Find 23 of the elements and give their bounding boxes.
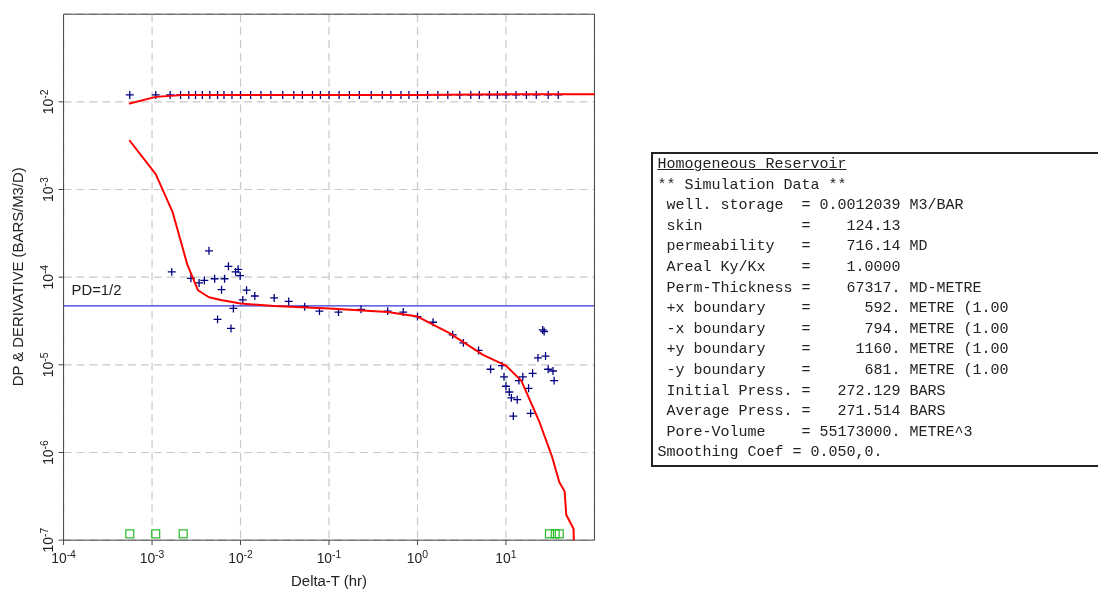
- x-tick-label: 10$^{-2}$: [228, 548, 254, 566]
- text: skin = 124.13: [665, 216, 902, 237]
- text: permeability = 716.14 MD: [665, 237, 929, 258]
- y-axis-title: DP & DERIVATIVE (BARS/M3/D): [10, 167, 27, 387]
- text: -y boundary = 681. METRE (1.00: [665, 360, 1010, 381]
- x-tick-label: 10$^{0}$: [406, 548, 429, 566]
- text: Average Press. = 271.514 BARS: [665, 402, 947, 423]
- text: Initial Press. = 272.129 BARS: [665, 381, 947, 402]
- text: Perm-Thickness = 67317. MD-METRE: [665, 278, 983, 299]
- x-tick-label: 10$^{-3}$: [139, 548, 165, 566]
- text: Pore-Volume = 55173000. METRE^3: [665, 422, 974, 443]
- text: +x boundary = 592. METRE (1.00: [665, 299, 1010, 320]
- x-tick-label: 10$^{-1}$: [316, 548, 342, 566]
- text: Homogeneous Reservoir: [657, 155, 848, 175]
- text: Areal Ky/Kx = 1.0000: [665, 257, 902, 278]
- text: Smoothing Coef = 0.050,0.: [657, 443, 884, 464]
- x-tick-label: 10$^{1}$: [495, 548, 517, 566]
- text: well. storage = 0.0012039 M3/BAR: [665, 196, 965, 217]
- annotation: PD=1/2: [71, 282, 122, 299]
- x-axis-title: Delta-T (hr): [291, 572, 367, 589]
- text: ** Simulation Data **: [657, 175, 848, 196]
- text: +y boundary = 1160. METRE (1.00: [665, 340, 1010, 361]
- text: -x boundary = 794. METRE (1.00: [665, 319, 1010, 340]
